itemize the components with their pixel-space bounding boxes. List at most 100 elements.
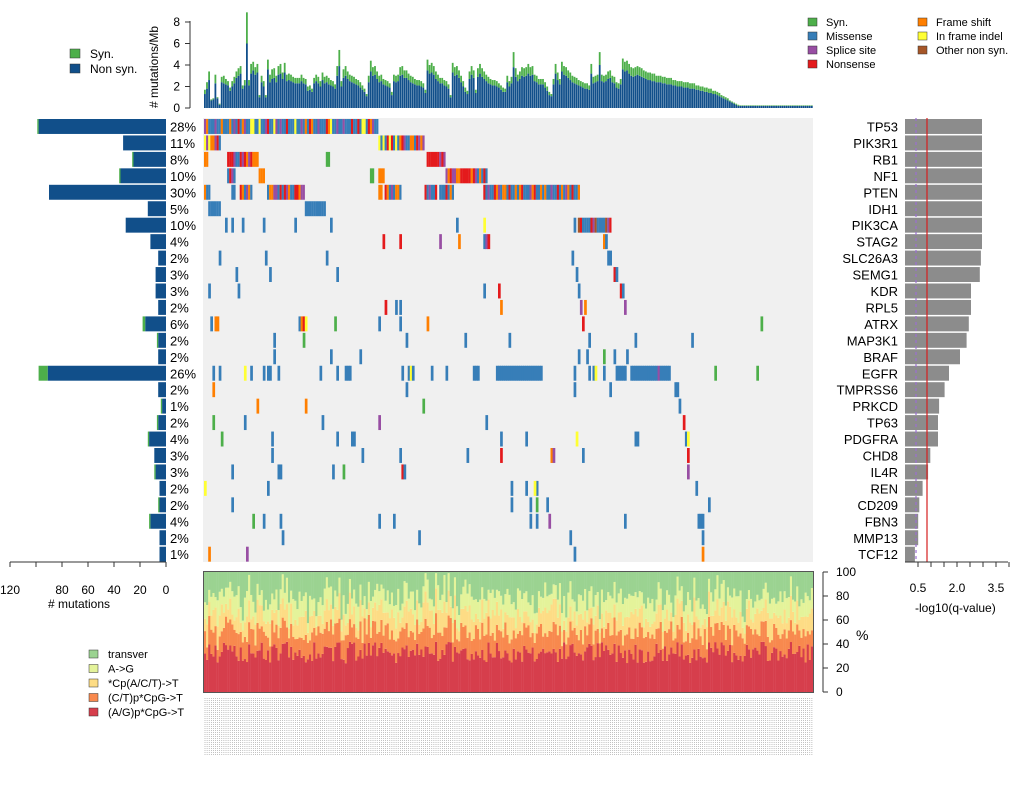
spectrum-segment xyxy=(531,633,534,648)
burden-bar-syn xyxy=(388,83,391,88)
mutation-cell xyxy=(512,365,516,381)
mutation-cell xyxy=(624,513,627,529)
spectrum-segment xyxy=(760,572,763,599)
spectrum-segment xyxy=(300,572,303,601)
mutation-cell xyxy=(571,184,574,200)
burden-bar-nonsyn xyxy=(779,105,782,108)
gene-name-label: CD209 xyxy=(858,498,898,513)
burden-bar-syn xyxy=(630,67,633,76)
mutation-cell xyxy=(464,332,468,348)
burden-bar-nonsyn xyxy=(808,105,811,108)
spectrum-segment xyxy=(246,641,249,663)
spectrum-segment xyxy=(384,612,387,626)
burden-bar-syn xyxy=(466,90,469,95)
mutation-cell xyxy=(445,184,448,200)
burden-bar-syn xyxy=(357,80,360,86)
spectrum-segment xyxy=(512,617,515,631)
spectrum-segment xyxy=(777,634,780,661)
burden-bar-syn xyxy=(726,98,729,101)
spectrum-segment xyxy=(766,572,770,593)
spectrum-segment xyxy=(462,586,465,609)
mutation-cell xyxy=(351,119,354,134)
spectrum-segment xyxy=(491,609,494,633)
burden-bar-syn xyxy=(516,74,519,82)
mutation-cell xyxy=(533,184,536,200)
spectrum-segment xyxy=(395,641,398,663)
spectrum-segment xyxy=(762,621,765,642)
spectrum-segment xyxy=(485,600,488,613)
mutation-cell xyxy=(285,119,289,134)
mutation-cell xyxy=(269,119,272,134)
spectrum-segment xyxy=(495,572,499,590)
spectrum-segment xyxy=(603,572,606,603)
spectrum-segment xyxy=(699,627,702,637)
spectrum-segment xyxy=(401,572,404,604)
spectrum-segment xyxy=(342,572,345,596)
burden-bar-nonsyn xyxy=(659,82,662,108)
gene-pct-label: 2% xyxy=(170,416,189,431)
legend-label-in-frame-indel: In frame indel xyxy=(936,31,1003,43)
burden-bar-nonsyn xyxy=(743,105,746,108)
burden-bar-nonsyn xyxy=(804,105,807,108)
spectrum-segment xyxy=(386,590,389,613)
spectrum-segment xyxy=(672,653,675,692)
spectrum-segment xyxy=(603,651,606,692)
spectrum-segment xyxy=(605,628,608,646)
spectrum-segment xyxy=(550,604,553,632)
mutation-cell xyxy=(565,184,568,200)
spectrum-segment xyxy=(787,572,791,598)
burden-bar-nonsyn xyxy=(561,71,563,108)
spectrum-segment xyxy=(397,612,400,639)
spectrum-segment xyxy=(779,572,782,592)
spectrum-segment xyxy=(808,600,812,614)
burden-bar-syn xyxy=(544,82,546,88)
spectrum-segment xyxy=(661,660,665,692)
spectrum-segment xyxy=(344,663,347,692)
mutation-cell xyxy=(420,135,423,151)
burden-bar-nonsyn xyxy=(613,83,616,108)
burden-bar-nonsyn xyxy=(449,97,452,108)
mutation-cell xyxy=(405,135,408,151)
gene-nonsyn-count-bar xyxy=(49,184,166,200)
spectrum-segment xyxy=(661,610,665,633)
mutation-cell xyxy=(588,332,591,348)
spectrum-segment xyxy=(428,627,431,654)
spectrum-segment xyxy=(382,588,385,613)
spectrum-segment xyxy=(722,601,725,625)
spectrum-segment xyxy=(330,586,333,605)
mutation-cell xyxy=(573,546,577,562)
burden-bar-syn xyxy=(682,82,685,88)
burden-bar-syn xyxy=(731,101,733,103)
burden-bar-nonsyn xyxy=(720,97,723,108)
spectrum-segment xyxy=(699,608,702,628)
mutation-cell xyxy=(294,119,297,134)
spectrum-segment xyxy=(243,622,247,637)
burden-bar-nonsyn xyxy=(506,82,509,108)
spectrum-segment xyxy=(781,656,784,692)
mutation-cell xyxy=(275,119,278,134)
spectrum-segment xyxy=(432,623,436,635)
spectrum-segment xyxy=(521,599,524,623)
spectrum-segment xyxy=(220,572,224,589)
spectrum-segment xyxy=(309,616,312,641)
spectrum-segment xyxy=(489,618,492,636)
spectrum-segment xyxy=(424,618,427,647)
spectrum-segment xyxy=(330,572,333,587)
mutation-count-axis: # mutations 120 80 60 40 20 0 xyxy=(0,561,170,611)
burden-bar-nonsyn xyxy=(674,85,677,108)
spectrum-segment xyxy=(365,655,368,692)
burden-bar-nonsyn xyxy=(649,80,651,108)
spectrum-segment xyxy=(340,659,343,692)
burden-bar-nonsyn xyxy=(567,77,570,108)
mutation-cell xyxy=(273,119,276,134)
spectrum-segment xyxy=(787,630,791,649)
mutation-cell xyxy=(586,349,589,365)
spectrum-segment xyxy=(708,591,711,617)
burden-bar-syn xyxy=(600,74,603,82)
burden-bar-nonsyn xyxy=(483,78,486,108)
mutation-cell xyxy=(483,234,486,250)
burden-bar-nonsyn xyxy=(762,105,765,108)
burden-bar-syn xyxy=(720,95,723,98)
burden-bar-nonsyn xyxy=(519,78,521,108)
spectrum-segment xyxy=(806,644,809,692)
